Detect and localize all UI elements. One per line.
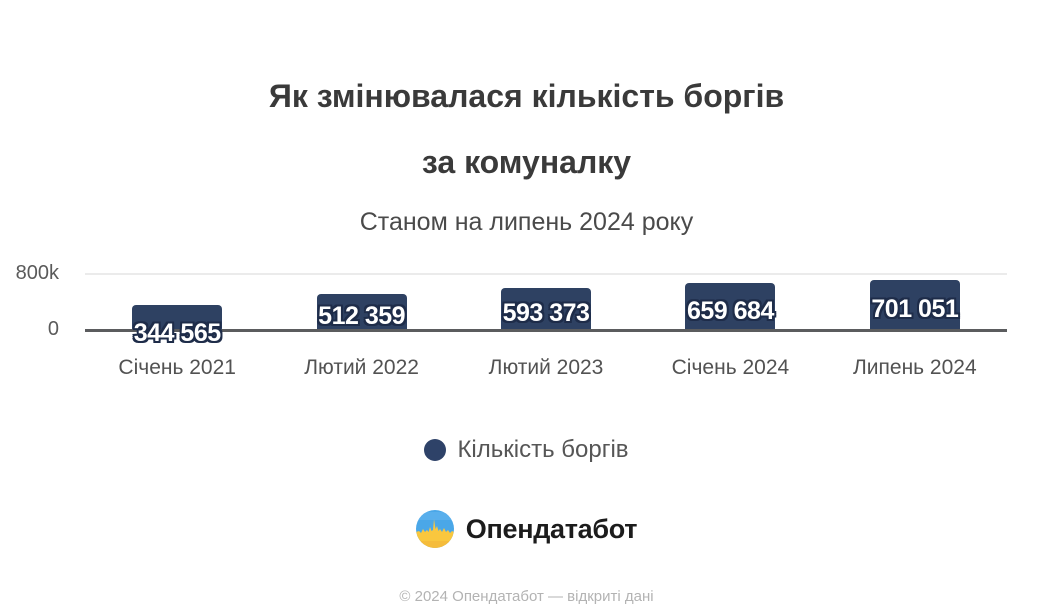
y-axis-tick-0: 0	[47, 318, 59, 340]
brand-lockup: Опендатабот	[0, 510, 1053, 548]
x-axis-label-3: Січень 2024	[671, 356, 790, 379]
bar-slot-3: 659 684	[638, 273, 822, 330]
chart-title-line-2: за комуналку	[421, 144, 632, 180]
bar-slot-0: 344 565	[85, 273, 269, 346]
x-axis-baseline	[85, 329, 1007, 332]
chart-title: Як змінювалася кількість боргів за комун…	[0, 63, 1053, 195]
bar-1	[316, 293, 407, 330]
bar-2	[501, 287, 592, 330]
legend: Кількість боргів	[0, 436, 1053, 464]
chart-subtitle: Станом на липень 2024 року	[359, 208, 694, 236]
bars-container: 344 565 512 359 593 373 659 684 701 051	[85, 273, 1007, 346]
bar-slot-4: 701 051	[823, 273, 1007, 330]
bar-4	[869, 280, 960, 330]
bar-0	[132, 305, 223, 330]
bar-value-label-2: 593 373	[502, 298, 590, 327]
copyright-text: © 2024 Опендатабот — відкриті дані	[399, 588, 654, 605]
bar-chart-plot-area: 800k 0 344 565 512 359 593 373 659 684 701 0…	[16, 263, 1007, 346]
chart-title-line-1: Як змінювалася кількість боргів	[268, 78, 785, 114]
bar-value-label-4: 701 051	[871, 295, 959, 323]
x-axis-label-2: Лютий 2023	[488, 356, 604, 379]
legend-label: Кількість боргів	[457, 436, 629, 463]
gridline-800k	[85, 273, 1007, 275]
opendatabot-logo-icon	[415, 510, 454, 548]
x-axis-labels: Січень 2021 Лютий 2022 Лютий 2023 Січень 20…	[85, 356, 1007, 380]
x-axis-label-0: Січень 2021	[118, 356, 236, 379]
bar-3	[685, 283, 776, 330]
x-axis-label-1: Лютий 2022	[304, 356, 419, 379]
bar-slot-1: 512 359	[269, 273, 453, 330]
bar-value-label-3: 659 684	[686, 296, 774, 325]
bar-slot-2: 593 373	[454, 273, 638, 330]
y-axis-tick-800k: 800k	[15, 262, 59, 284]
bar-value-label-0: 344 565	[133, 319, 221, 347]
x-axis-label-4: Липень 2024	[853, 356, 977, 379]
legend-marker-circle	[424, 439, 447, 461]
brand-name: Опендатабот	[465, 513, 638, 544]
bar-value-label-1: 512 359	[318, 301, 406, 330]
